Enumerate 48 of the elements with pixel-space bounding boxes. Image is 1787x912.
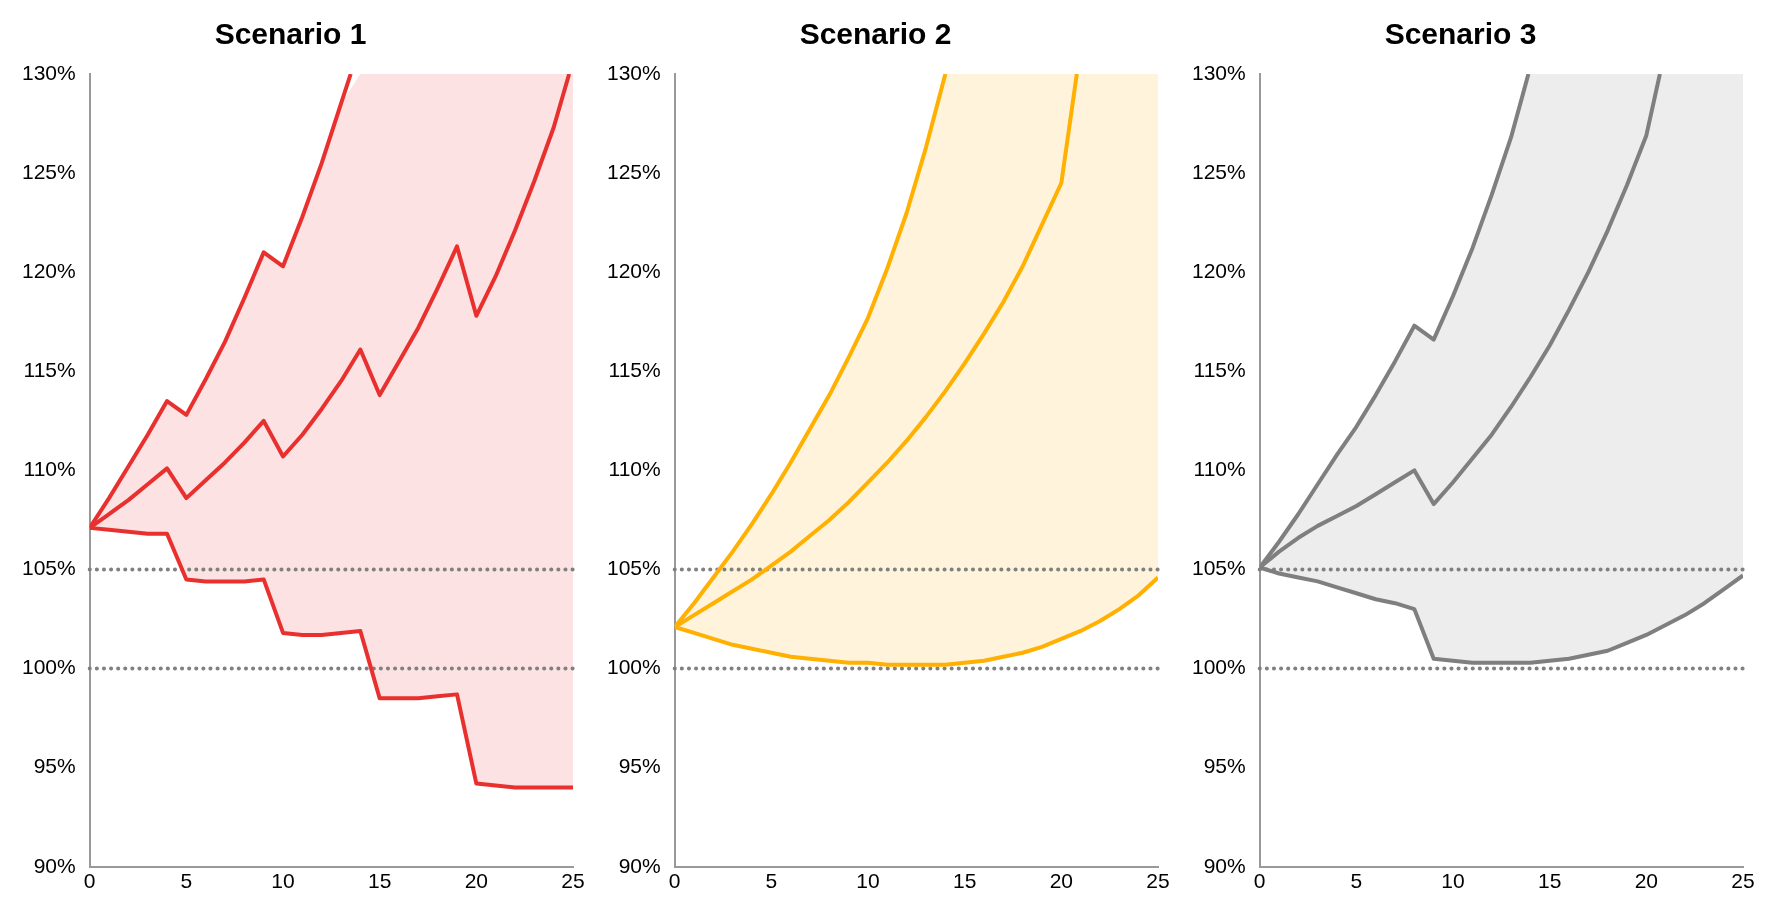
y-tick-label: 120% [21, 259, 76, 282]
chart-title: Scenario 2 [799, 17, 952, 51]
y-tick-label: 125% [606, 159, 661, 183]
y-tick-label: 100% [21, 655, 76, 679]
y-tick-label: 105% [606, 556, 661, 580]
x-tick-label: 0 [83, 869, 96, 893]
x-tick-label: 15 [368, 869, 392, 893]
x-tick-label: 25 [1146, 869, 1170, 893]
chart-title: Scenario 3 [1384, 17, 1537, 51]
x-tick-label: 0 [668, 869, 681, 893]
y-tick-label: 120% [606, 259, 661, 282]
y-tick-label: 110% [608, 457, 661, 481]
y-tick-label: 125% [1191, 159, 1246, 183]
y-tick-label: 105% [21, 556, 76, 580]
y-tick-label: 95% [33, 754, 76, 778]
y-tick-label: 115% [1193, 358, 1246, 382]
chart-title: Scenario 1 [214, 17, 367, 51]
x-tick-label: 20 [1634, 869, 1659, 893]
y-tick-label: 120% [1191, 259, 1246, 282]
x-tick-label: 5 [765, 869, 778, 893]
x-tick-label: 15 [1538, 869, 1562, 893]
y-tick-label: 90% [1203, 853, 1246, 877]
x-tick-label: 10 [856, 869, 880, 893]
x-tick-label: 20 [1049, 869, 1074, 893]
y-tick-label: 130% [1191, 60, 1246, 84]
y-tick-label: 95% [1203, 754, 1246, 778]
x-tick-label: 10 [271, 869, 295, 893]
x-tick-label: 25 [1731, 869, 1755, 893]
x-tick-label: 15 [953, 869, 977, 893]
x-tick-label: 25 [561, 869, 585, 893]
y-tick-label: 105% [1191, 556, 1246, 580]
y-tick-label: 110% [1193, 457, 1246, 481]
x-tick-label: 20 [464, 869, 489, 893]
y-tick-label: 130% [21, 60, 76, 84]
y-tick-label: 100% [606, 655, 661, 679]
y-tick-label: 100% [1191, 655, 1246, 679]
x-tick-label: 10 [1441, 869, 1465, 893]
x-tick-label: 0 [1253, 869, 1266, 893]
y-tick-label: 90% [618, 853, 661, 877]
y-tick-label: 115% [23, 358, 76, 382]
y-tick-label: 130% [606, 60, 661, 84]
x-tick-label: 5 [180, 869, 193, 893]
y-tick-label: 90% [33, 853, 76, 877]
y-tick-label: 125% [21, 159, 76, 183]
y-tick-label: 115% [608, 358, 661, 382]
x-tick-label: 5 [1350, 869, 1363, 893]
y-tick-label: 110% [23, 457, 76, 481]
y-tick-label: 95% [618, 754, 661, 778]
